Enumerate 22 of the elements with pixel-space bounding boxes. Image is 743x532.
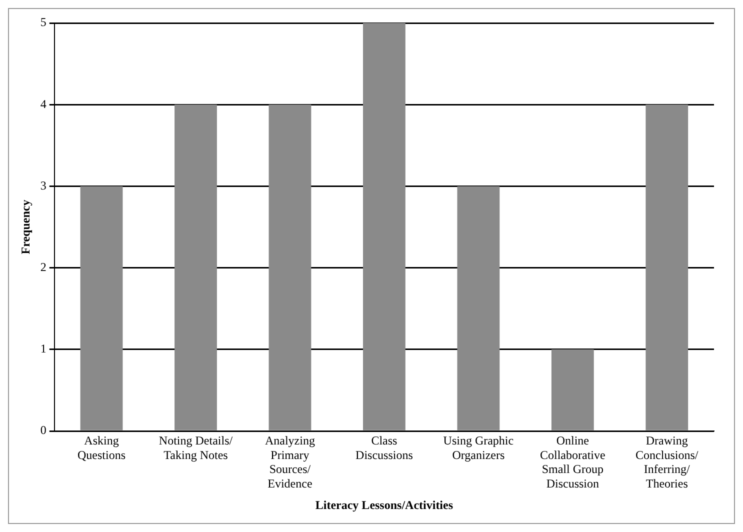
- bar: [646, 104, 688, 430]
- bar: [174, 104, 217, 430]
- y-tick-label: 3: [40, 178, 46, 192]
- bar: [457, 186, 500, 430]
- bar: [551, 349, 594, 430]
- y-tick-label: 0: [40, 423, 46, 438]
- bar: [80, 186, 123, 430]
- y-axis-title: Frequency: [18, 200, 32, 254]
- x-tick-label: Class Discussions: [356, 433, 414, 462]
- y-tick-label: 2: [40, 260, 46, 274]
- x-tick-label: Asking Questions: [78, 433, 126, 462]
- bar: [363, 23, 406, 430]
- y-tick-label: 5: [40, 15, 46, 30]
- x-tick-label: Drawing Conclusions/ Inferring/ Theories: [636, 433, 699, 491]
- x-tick-label: Noting Details/ Taking Notes: [158, 433, 234, 462]
- x-axis-title: Literacy Lessons/Activities: [315, 498, 454, 512]
- y-tick-label: 4: [40, 96, 46, 111]
- y-tick-label: 1: [40, 342, 46, 356]
- bar: [268, 104, 312, 430]
- x-tick-label: Online Collaborative Small Group Discussion: [540, 433, 606, 491]
- x-tick-label: Analyzing Primary Sources/ Evidence: [264, 433, 315, 491]
- x-tick-label: Using Graphic Organizers: [443, 433, 514, 462]
